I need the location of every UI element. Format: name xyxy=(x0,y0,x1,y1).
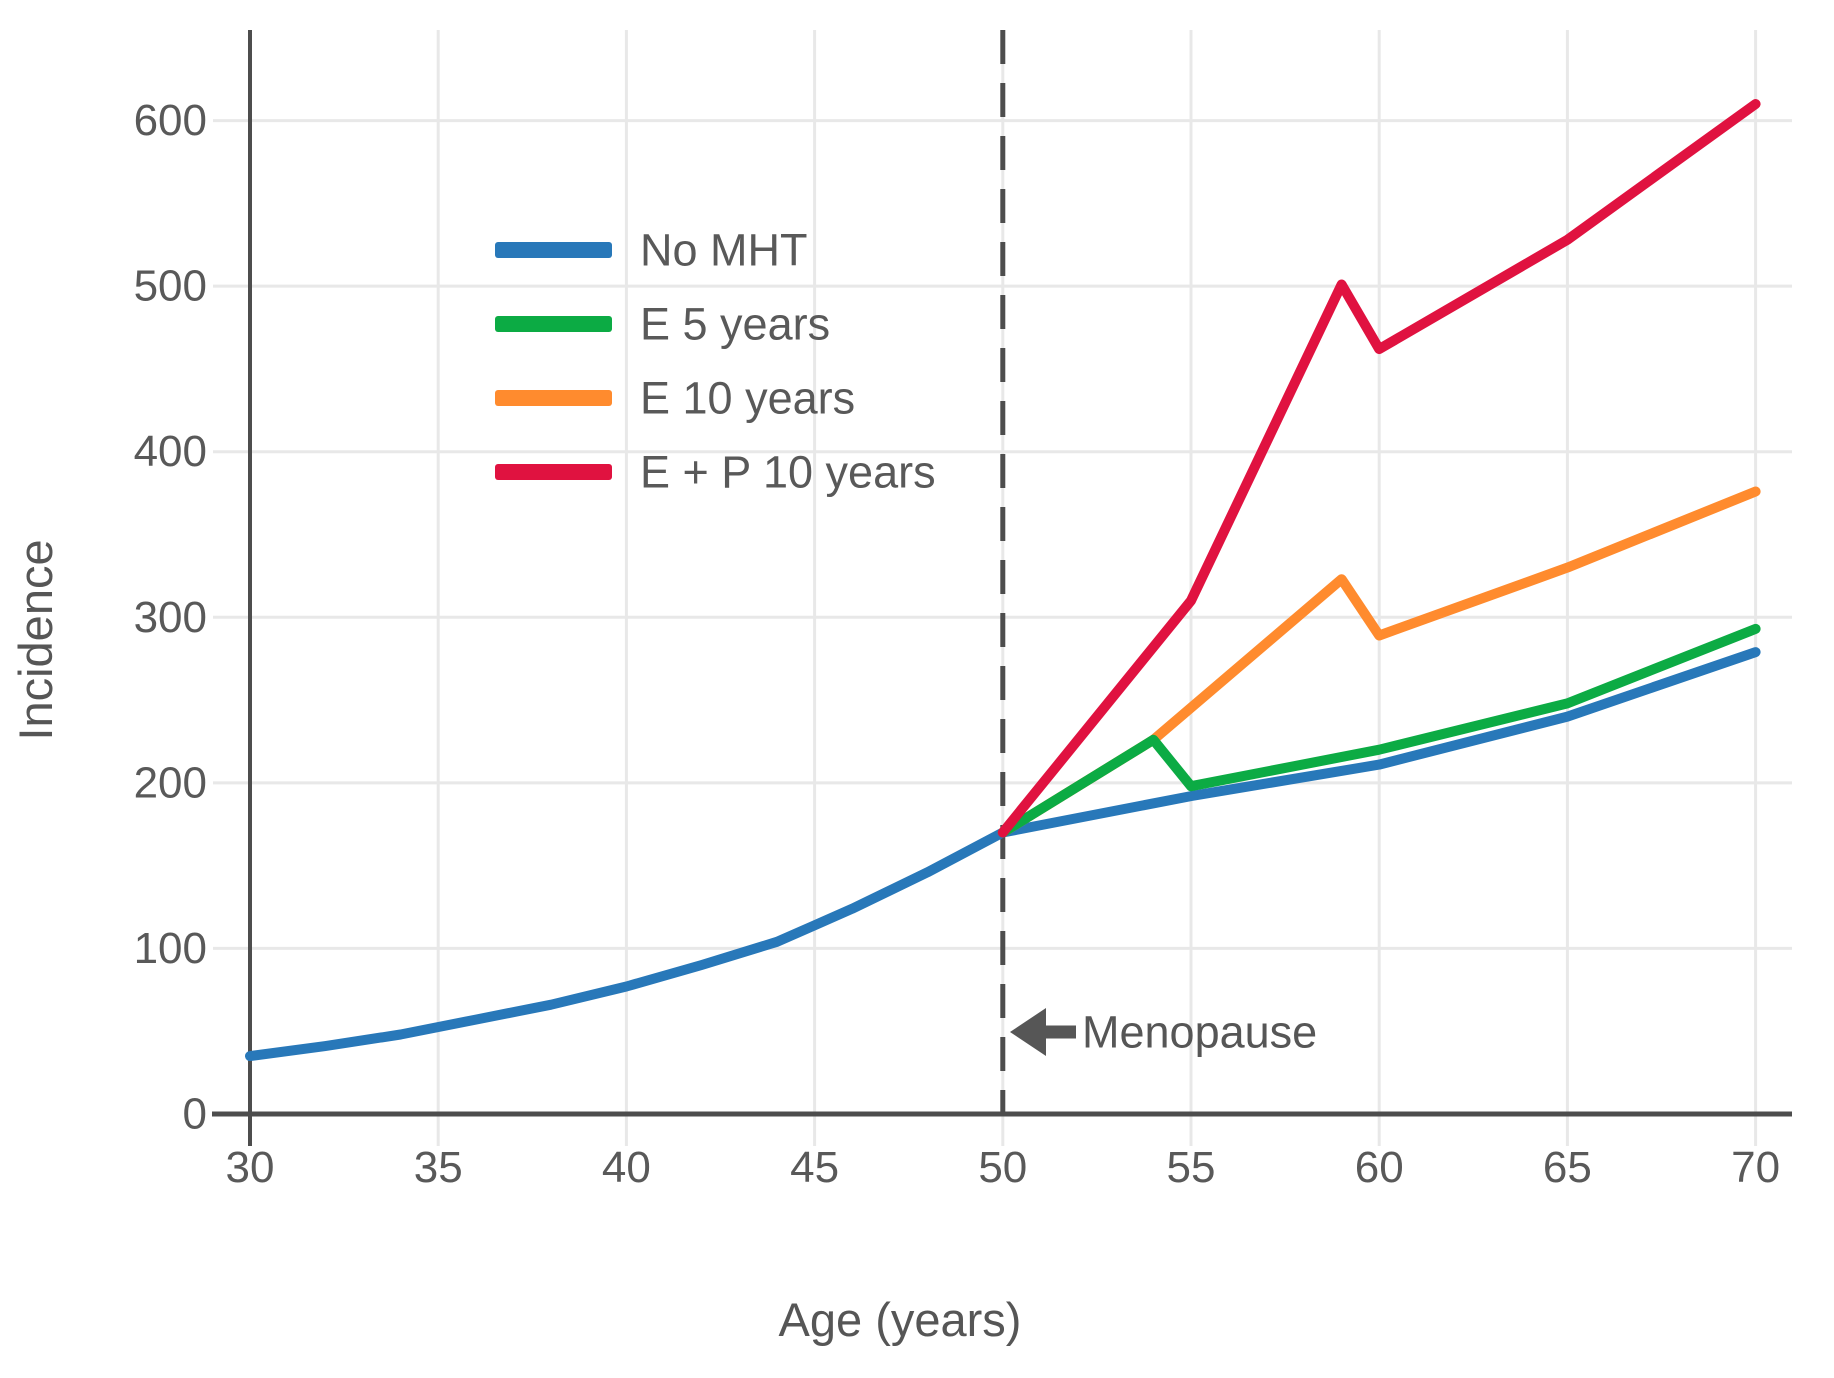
arrow-left-icon xyxy=(1010,1008,1046,1056)
x-tick-label: 40 xyxy=(602,1143,651,1192)
legend-label: E 5 years xyxy=(640,299,830,350)
series-line-no-mht xyxy=(245,647,1761,1062)
legend-swatch xyxy=(495,316,612,332)
x-axis-title: Age (years) xyxy=(779,1293,1022,1346)
x-tick-label: 35 xyxy=(414,1143,463,1192)
x-tick-label: 70 xyxy=(1731,1143,1780,1192)
y-tick-label: 500 xyxy=(134,262,207,311)
series-lines xyxy=(245,99,1761,1062)
x-tick-label: 60 xyxy=(1355,1143,1404,1192)
y-tick-label: 400 xyxy=(134,427,207,476)
series-line-e-p-10-years xyxy=(997,99,1761,838)
legend-label: E 10 years xyxy=(640,373,855,424)
x-tick-label: 45 xyxy=(790,1143,839,1192)
x-tick-label: 30 xyxy=(226,1143,275,1192)
legend: No MHT E 5 years E 10 years E + P 10 years xyxy=(495,225,936,498)
legend-swatch xyxy=(495,390,612,406)
y-tick-label: 100 xyxy=(134,924,207,973)
x-tick-label: 65 xyxy=(1543,1143,1592,1192)
y-tick-label: 300 xyxy=(134,593,207,642)
x-tick-label: 50 xyxy=(978,1143,1027,1192)
legend-swatch xyxy=(495,464,612,480)
legend-label: No MHT xyxy=(640,225,808,276)
legend-label: E + P 10 years xyxy=(640,447,936,498)
legend-swatch xyxy=(495,242,612,258)
menopause-annotation: Menopause xyxy=(1010,1007,1317,1058)
x-tick-label: 55 xyxy=(1167,1143,1216,1192)
y-tick-label: 0 xyxy=(183,1090,207,1139)
menopause-annotation-label: Menopause xyxy=(1082,1007,1317,1058)
y-axis-title: Incidence xyxy=(9,539,62,740)
series-line-e-5-years xyxy=(997,623,1761,838)
gridlines xyxy=(213,30,1792,1146)
tick-labels: 0 100 200 300 400 500 600 30 35 40 45 50 55 60 65 70 xyxy=(134,96,1780,1192)
y-tick-label: 200 xyxy=(134,758,207,807)
y-tick-label: 600 xyxy=(134,96,207,145)
